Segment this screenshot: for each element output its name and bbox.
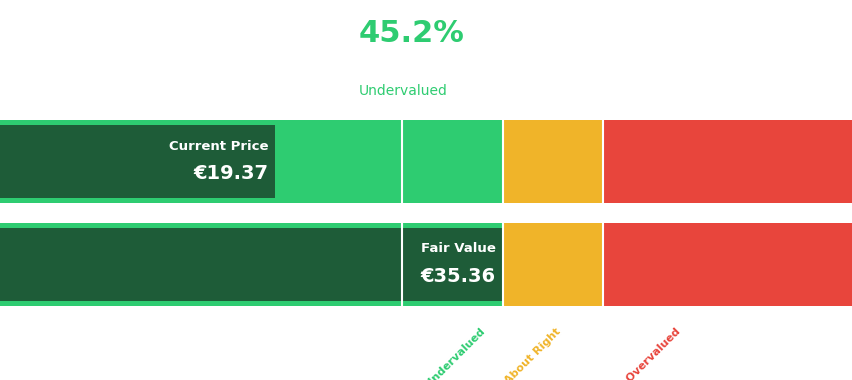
- Bar: [0, 228, 502, 301]
- Text: €19.37: €19.37: [193, 164, 268, 183]
- Bar: [602, 223, 852, 306]
- Text: 20% Overvalued: 20% Overvalued: [602, 327, 682, 380]
- Bar: [602, 120, 852, 203]
- Text: Fair Value: Fair Value: [421, 242, 495, 255]
- Text: About Right: About Right: [502, 327, 561, 380]
- Bar: [502, 223, 602, 306]
- Text: 45.2%: 45.2%: [358, 19, 463, 48]
- Text: Undervalued: Undervalued: [358, 84, 446, 98]
- Bar: [0, 223, 502, 306]
- Text: Current Price: Current Price: [169, 139, 268, 153]
- Bar: [0, 125, 275, 198]
- Text: 20% Undervalued: 20% Undervalued: [401, 327, 486, 380]
- Text: €35.36: €35.36: [420, 267, 495, 286]
- Bar: [502, 120, 602, 203]
- Bar: [0, 120, 502, 203]
